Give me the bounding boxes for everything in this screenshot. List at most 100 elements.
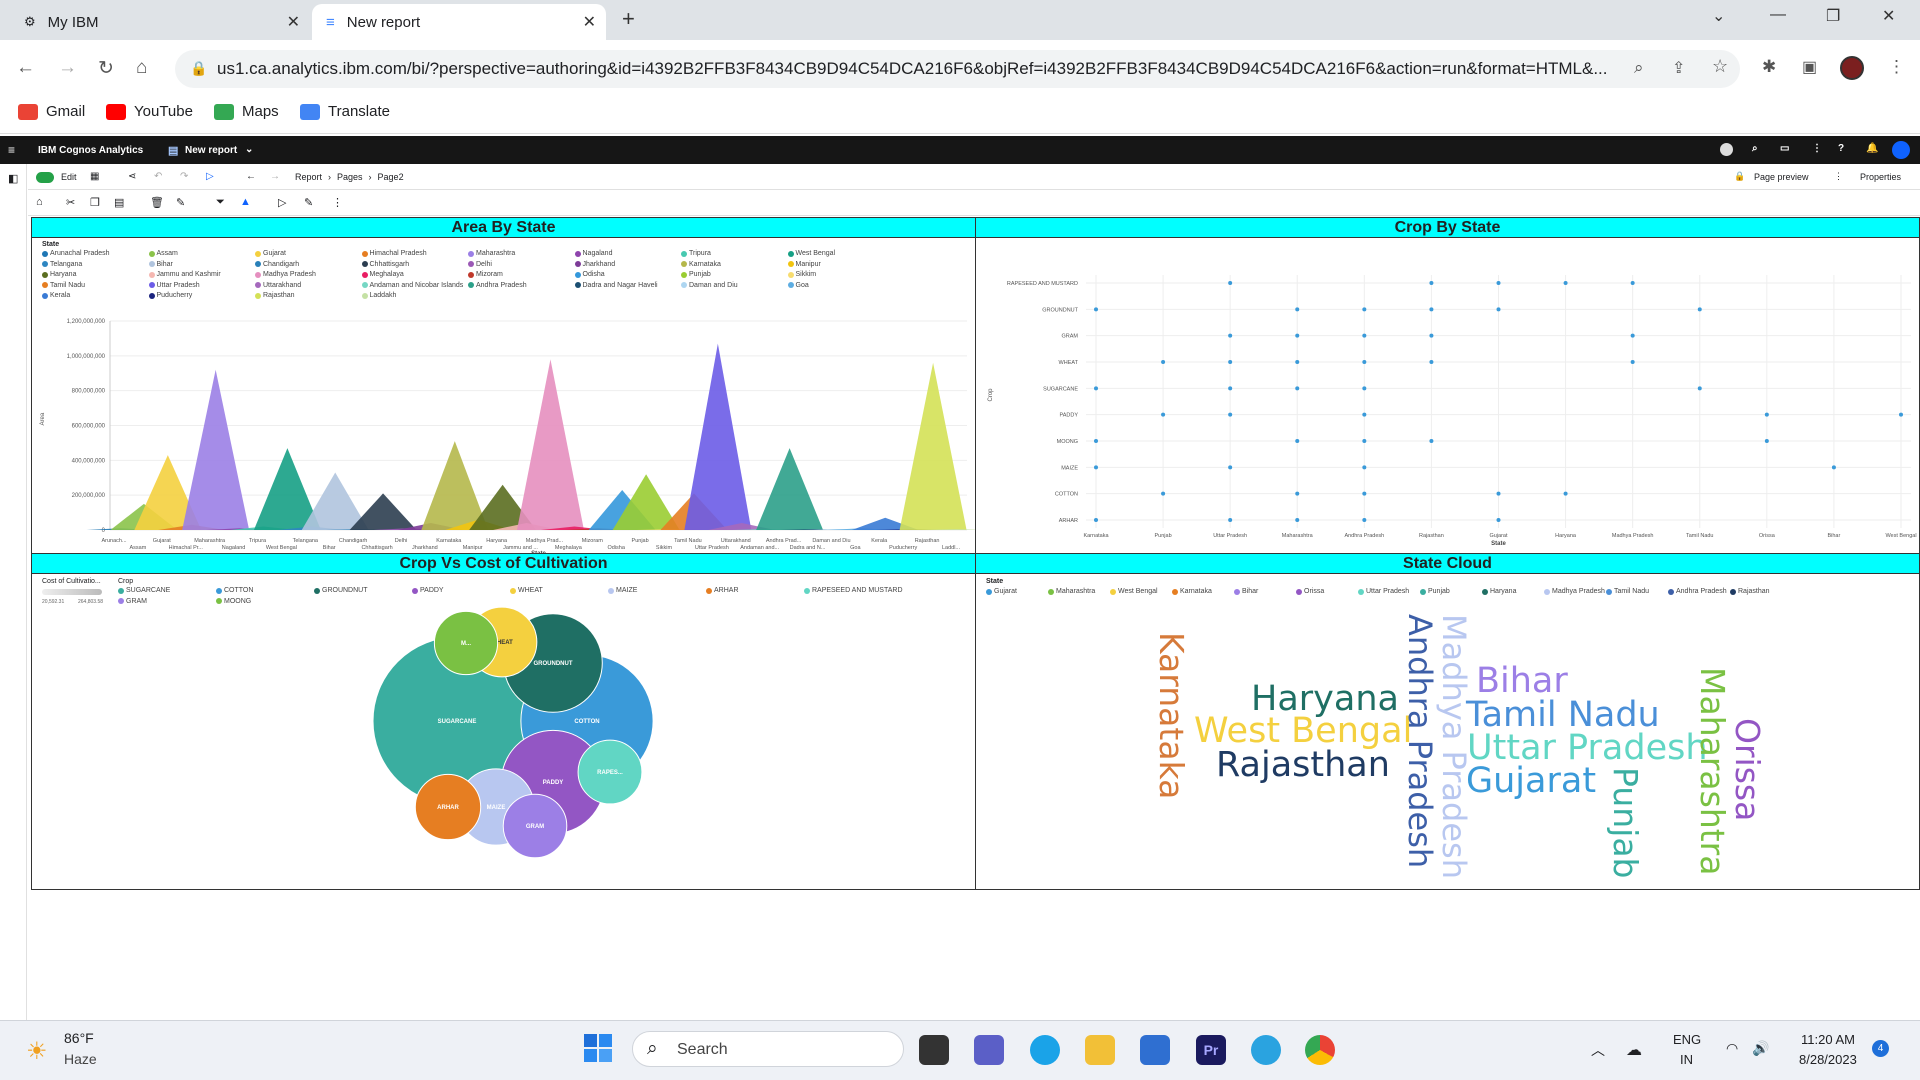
cloud-legend-item[interactable]: Bihar bbox=[1234, 588, 1258, 595]
home-icon[interactable]: ⌂ bbox=[136, 57, 148, 78]
window-close-icon[interactable]: ✕ bbox=[1882, 8, 1896, 25]
onedrive-icon[interactable]: ☁ bbox=[1626, 1042, 1642, 1059]
area-legend-item[interactable]: Arunachal Pradesh bbox=[42, 250, 110, 257]
play-icon[interactable]: ▷ bbox=[278, 197, 287, 209]
bubble-legend-item[interactable]: MAIZE bbox=[608, 587, 637, 594]
avatar[interactable] bbox=[1840, 56, 1864, 80]
taskbar-search[interactable]: ⌕ Search bbox=[632, 1031, 904, 1067]
share-icon[interactable]: ⇪ bbox=[1672, 60, 1686, 77]
bubble-legend-item[interactable]: COTTON bbox=[216, 587, 253, 594]
sidepanel-icon[interactable]: ▣ bbox=[1802, 59, 1818, 76]
teams-icon[interactable] bbox=[974, 1035, 1004, 1065]
cloud-word-west-bengal[interactable]: West Bengal bbox=[1194, 711, 1413, 751]
cloud-word-orissa[interactable]: Orissa bbox=[1728, 718, 1767, 822]
volume-icon[interactable]: 🔊 bbox=[1752, 1040, 1770, 1056]
cloud-legend-item[interactable]: West Bengal bbox=[1110, 588, 1158, 595]
omnibox[interactable] bbox=[175, 50, 1740, 88]
bubble-legend-item[interactable]: SUGARCANE bbox=[118, 587, 170, 594]
search-icon[interactable]: ⌕ bbox=[1752, 143, 1758, 154]
edit-toggle[interactable] bbox=[36, 172, 54, 183]
area-legend-item[interactable]: Jammu and Kashmir bbox=[148, 271, 221, 278]
zoom-icon[interactable]: ⌕ bbox=[1634, 58, 1644, 77]
area-legend-item[interactable]: Bihar bbox=[148, 261, 173, 268]
area-legend-item[interactable]: Kerala bbox=[42, 292, 70, 299]
cloud-word-rajasthan[interactable]: Rajasthan bbox=[1216, 745, 1390, 785]
bubble-legend-item[interactable]: ARHAR bbox=[706, 587, 739, 594]
filter-icon[interactable]: ⏷ bbox=[216, 196, 225, 208]
close-icon[interactable]: ✕ bbox=[286, 14, 300, 31]
bookmark-translate[interactable]: Translate bbox=[300, 103, 390, 120]
cloud-word-tamil-nadu[interactable]: Tamil Nadu bbox=[1466, 695, 1660, 735]
chat-icon[interactable]: ▭ bbox=[1780, 143, 1790, 154]
star-icon[interactable]: ☆ bbox=[1712, 56, 1729, 76]
breadcrumb-item[interactable]: Report bbox=[295, 172, 323, 182]
forward-icon[interactable]: → bbox=[58, 57, 77, 78]
area-legend-item[interactable]: Assam bbox=[148, 250, 178, 257]
chrome-icon[interactable] bbox=[1305, 1035, 1335, 1065]
bubble-legend-item[interactable]: WHEAT bbox=[510, 587, 543, 594]
cloud-legend-item[interactable]: Madhya Pradesh bbox=[1544, 588, 1605, 595]
task-view-icon[interactable] bbox=[919, 1035, 949, 1065]
notifications-icon[interactable]: 🔔 bbox=[1866, 143, 1879, 154]
cloud-word-karnataka[interactable]: Karnataka bbox=[1152, 632, 1191, 800]
cloud-legend-item[interactable]: Gujarat bbox=[986, 588, 1017, 595]
cloud-word-punjab[interactable]: Punjab bbox=[1606, 767, 1645, 879]
cloud-word-bihar[interactable]: Bihar bbox=[1476, 661, 1568, 701]
bubble-legend-item[interactable]: PADDY bbox=[412, 587, 444, 594]
more-icon[interactable]: ⋮ bbox=[1834, 171, 1843, 181]
area-legend-item[interactable]: Odisha bbox=[574, 271, 605, 278]
weather-temp[interactable]: 86°F bbox=[64, 1030, 94, 1046]
tools-icon[interactable]: ✎ bbox=[304, 197, 314, 209]
breadcrumb-item[interactable]: Page2 bbox=[377, 172, 404, 182]
area-legend-item[interactable]: Tripura bbox=[681, 250, 711, 257]
page-preview-dropdown[interactable]: Page preview bbox=[1754, 172, 1809, 182]
share-icon[interactable]: ⋖ bbox=[128, 171, 137, 182]
area-legend-item[interactable]: Nagaland bbox=[574, 250, 612, 257]
copy-icon[interactable]: ❐ bbox=[90, 197, 100, 209]
area-legend-item[interactable]: Maharashtra bbox=[468, 250, 515, 257]
bubble-legend-item[interactable]: MOONG bbox=[216, 598, 251, 605]
area-legend-item[interactable]: Karnataka bbox=[681, 261, 721, 268]
run-icon[interactable]: ▷ bbox=[206, 171, 214, 182]
area-legend-item[interactable]: Puducherry bbox=[148, 292, 192, 299]
fill-color-icon[interactable]: ▲ bbox=[240, 196, 251, 208]
hamburger-icon[interactable]: ≡ bbox=[8, 143, 16, 157]
user-avatar[interactable] bbox=[1892, 141, 1910, 159]
kebab-menu-icon[interactable]: ⋮ bbox=[1888, 57, 1905, 76]
cloud-word-haryana[interactable]: Haryana bbox=[1251, 679, 1399, 719]
cloud-word-madhya-pradesh[interactable]: Madhya Pradesh bbox=[1435, 614, 1473, 879]
minimize-icon[interactable]: — bbox=[1770, 6, 1786, 23]
cloud-legend-item[interactable]: Maharashtra bbox=[1048, 588, 1095, 595]
cloud-word-maharashtra[interactable]: Maharashtra bbox=[1693, 667, 1732, 876]
tab-my-ibm[interactable]: ⚙ My IBM ✕ bbox=[10, 4, 310, 40]
area-legend-item[interactable]: Uttar Pradesh bbox=[148, 282, 200, 289]
telegram-icon[interactable] bbox=[1251, 1035, 1281, 1065]
panel-toggle-icon[interactable]: ◧ bbox=[8, 173, 19, 185]
area-legend-item[interactable]: Madhya Pradesh bbox=[255, 271, 316, 278]
area-legend-item[interactable]: West Bengal bbox=[787, 250, 835, 257]
area-legend-item[interactable]: Goa bbox=[787, 282, 809, 289]
area-legend-item[interactable]: Himachal Pradesh bbox=[361, 250, 427, 257]
area-legend-item[interactable]: Telangana bbox=[42, 261, 82, 268]
area-legend-item[interactable]: Gujarat bbox=[255, 250, 286, 257]
file-explorer-icon[interactable] bbox=[1085, 1035, 1115, 1065]
cut-icon[interactable]: ✂ bbox=[66, 197, 76, 209]
bookmark-maps[interactable]: Maps bbox=[214, 103, 279, 120]
cloud-word-andhra-pradesh[interactable]: Andhra Pradesh bbox=[1401, 614, 1439, 869]
area-legend-item[interactable]: Uttarakhand bbox=[255, 282, 301, 289]
area-legend-item[interactable]: Sikkim bbox=[787, 271, 816, 278]
tab-new-report[interactable]: ≡ New report ✕ bbox=[312, 4, 606, 40]
cloud-legend-item[interactable]: Karnataka bbox=[1172, 588, 1212, 595]
delete-icon[interactable]: 🗑 bbox=[150, 197, 164, 209]
area-legend-item[interactable]: Chhattisgarh bbox=[361, 261, 409, 268]
url-text[interactable]: us1.ca.analytics.ibm.com/bi/?perspective… bbox=[217, 59, 1608, 78]
area-legend-item[interactable]: Andhra Pradesh bbox=[468, 282, 527, 289]
bookmark-gmail[interactable]: Gmail bbox=[18, 103, 85, 120]
cloud-legend-item[interactable]: Rajasthan bbox=[1730, 588, 1770, 595]
bubble-legend-item[interactable]: RAPESEED AND MUSTARD bbox=[804, 587, 903, 594]
bubble-legend-item[interactable]: GRAM bbox=[118, 598, 147, 605]
back-arrow-icon[interactable]: ← bbox=[246, 171, 256, 182]
chevron-up-icon[interactable]: ︿ bbox=[1591, 1042, 1605, 1058]
area-legend-item[interactable]: Delhi bbox=[468, 261, 492, 268]
area-legend-item[interactable]: Punjab bbox=[681, 271, 711, 278]
